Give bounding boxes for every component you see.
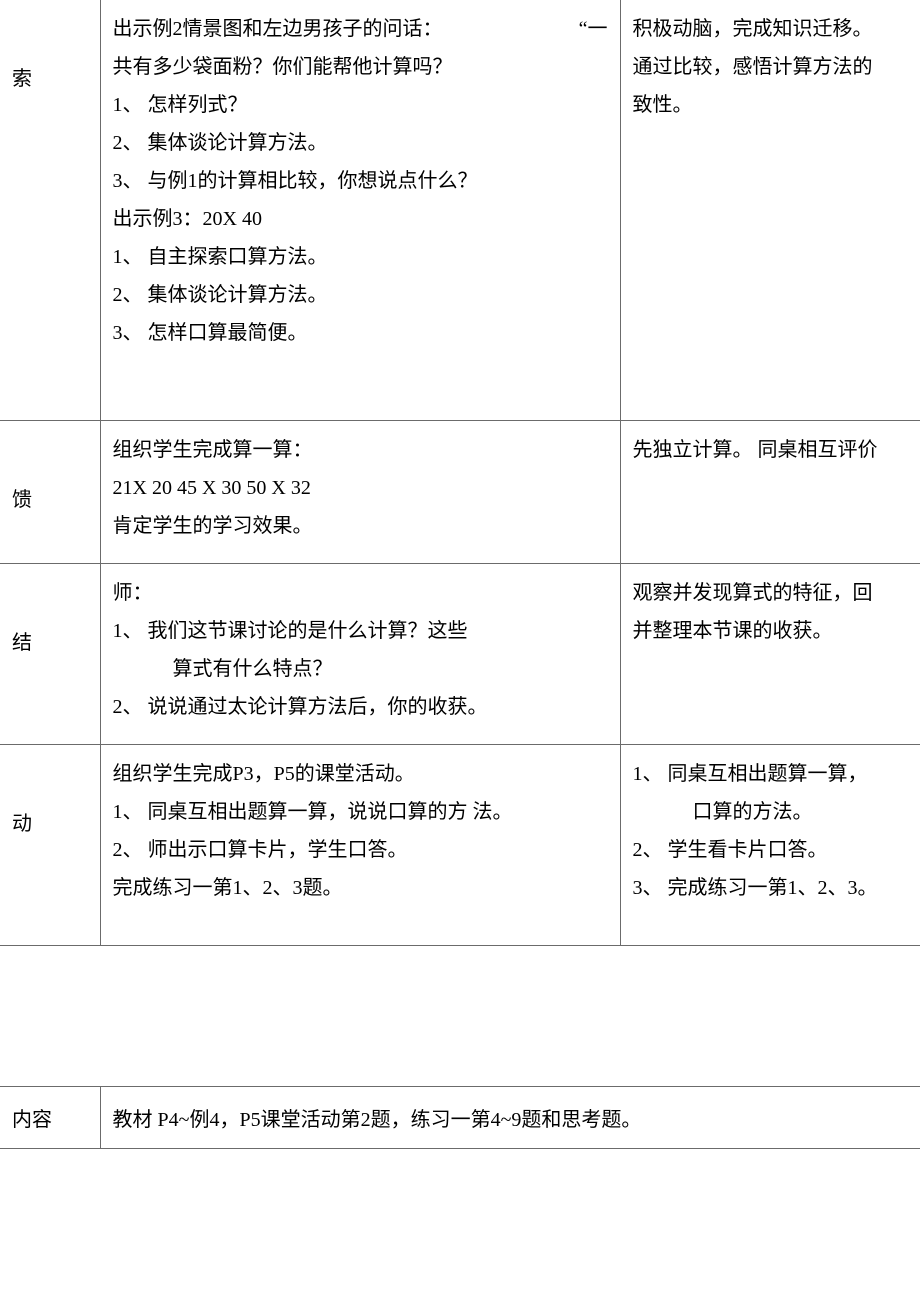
student-activity-cell: 积极动脑，完成知识迁移。 通过比较，感悟计算方法的 致性。: [620, 0, 920, 421]
teacher-activity-cell: 组织学生完成算一算： 21X 20 45 X 30 50 X 32 肯定学生的学…: [100, 421, 620, 564]
text-line: 师：: [113, 574, 608, 612]
teacher-activity-cell: 出示例2情景图和左边男孩子的问话： “一 共有多少袋面粉？你们能帮他计算吗？ 1…: [100, 0, 620, 421]
text-line: 21X 20 45 X 30 50 X 32: [113, 469, 608, 507]
text-line: 组织学生完成算一算：: [113, 431, 608, 469]
list-item: 2、 集体谈论计算方法。: [113, 276, 608, 314]
text-line: 共有多少袋面粉？你们能帮他计算吗？: [113, 48, 608, 86]
teacher-activity-cell: 师： 1、 我们这节课讨论的是什么计算？这些 算式有什么特点？ 2、 说说通过太…: [100, 564, 620, 745]
row-label-cell: 索: [0, 0, 100, 421]
text-line: 完成练习一第1、2、3题。: [113, 869, 608, 907]
content-label-cell: 内容: [0, 1087, 100, 1149]
quote-char: “一: [579, 10, 608, 48]
spacer: [113, 352, 608, 402]
text-line: 致性。: [633, 86, 909, 124]
table-row: 内容 教材 P4~例4，P5课堂活动第2题，练习一第4~9题和思考题。: [0, 1087, 920, 1149]
list-item: 2、 集体谈论计算方法。: [113, 124, 608, 162]
student-activity-cell: 先独立计算。 同桌相互评价: [620, 421, 920, 564]
row-label-cell: 馈: [0, 421, 100, 564]
list-item-cont: 算式有什么特点？: [113, 650, 608, 688]
list-item: 3、 怎样口算最简便。: [113, 314, 608, 352]
table-row: 馈 组织学生完成算一算： 21X 20 45 X 30 50 X 32 肯定学生…: [0, 421, 920, 564]
text-line: 组织学生完成P3，P5的课堂活动。: [113, 755, 608, 793]
text: 出示例2情景图和左边男孩子的问话：: [113, 18, 443, 40]
row-label: 索: [12, 10, 88, 98]
text-line: 出示例2情景图和左边男孩子的问话： “一: [113, 10, 608, 48]
content-label: 内容: [12, 1109, 52, 1131]
list-item: 1、 我们这节课讨论的是什么计算？这些: [113, 612, 608, 650]
list-item: 1、 同桌互相出题算一算，: [633, 755, 909, 793]
list-item: 2、 学生看卡片口答。: [633, 831, 909, 869]
list-item: 2、 师出示口算卡片，学生口答。: [113, 831, 608, 869]
section-gap: [0, 946, 920, 1086]
list-item-cont: 口算的方法。: [633, 793, 909, 831]
row-label-cell: 动: [0, 745, 100, 946]
student-activity-cell: 观察并发现算式的特征，回 并整理本节课的收获。: [620, 564, 920, 745]
list-item: 3、 完成练习一第1、2、3。: [633, 869, 909, 907]
table-row: 索 出示例2情景图和左边男孩子的问话： “一 共有多少袋面粉？你们能帮他计算吗？…: [0, 0, 920, 421]
teacher-activity-cell: 组织学生完成P3，P5的课堂活动。 1、 同桌互相出题算一算，说说口算的方 法。…: [100, 745, 620, 946]
text-line: 通过比较，感悟计算方法的: [633, 48, 909, 86]
student-activity-cell: 1、 同桌互相出题算一算， 口算的方法。 2、 学生看卡片口答。 3、 完成练习…: [620, 745, 920, 946]
row-label-cell: 结: [0, 564, 100, 745]
list-item: 2、 说说通过太论计算方法后，你的收获。: [113, 688, 608, 726]
content-table: 内容 教材 P4~例4，P5课堂活动第2题，练习一第4~9题和思考题。: [0, 1086, 920, 1149]
content-text-cell: 教材 P4~例4，P5课堂活动第2题，练习一第4~9题和思考题。: [100, 1087, 920, 1149]
table-row: 结 师： 1、 我们这节课讨论的是什么计算？这些 算式有什么特点？ 2、 说说通…: [0, 564, 920, 745]
list-item: 1、 自主探索口算方法。: [113, 238, 608, 276]
row-label: 动: [12, 755, 88, 843]
list-item: 3、 与例1的计算相比较，你想说点什么？: [113, 162, 608, 200]
text-line: 并整理本节课的收获。: [633, 612, 909, 650]
content-text: 教材 P4~例4，P5课堂活动第2题，练习一第4~9题和思考题。: [113, 1109, 642, 1131]
text-line: 积极动脑，完成知识迁移。: [633, 10, 909, 48]
text-line: 观察并发现算式的特征，回: [633, 574, 909, 612]
row-label: 馈: [12, 431, 88, 519]
spacer: [113, 907, 608, 927]
list-item: 1、 同桌互相出题算一算，说说口算的方 法。: [113, 793, 608, 831]
table-row: 动 组织学生完成P3，P5的课堂活动。 1、 同桌互相出题算一算，说说口算的方 …: [0, 745, 920, 946]
lesson-plan-table: 索 出示例2情景图和左边男孩子的问话： “一 共有多少袋面粉？你们能帮他计算吗？…: [0, 0, 920, 946]
text-line: 肯定学生的学习效果。: [113, 507, 608, 545]
row-label: 结: [12, 574, 88, 662]
text-line: 出示例3：20X 40: [113, 200, 608, 238]
list-item: 1、 怎样列式？: [113, 86, 608, 124]
text-line: 先独立计算。 同桌相互评价: [633, 431, 909, 469]
